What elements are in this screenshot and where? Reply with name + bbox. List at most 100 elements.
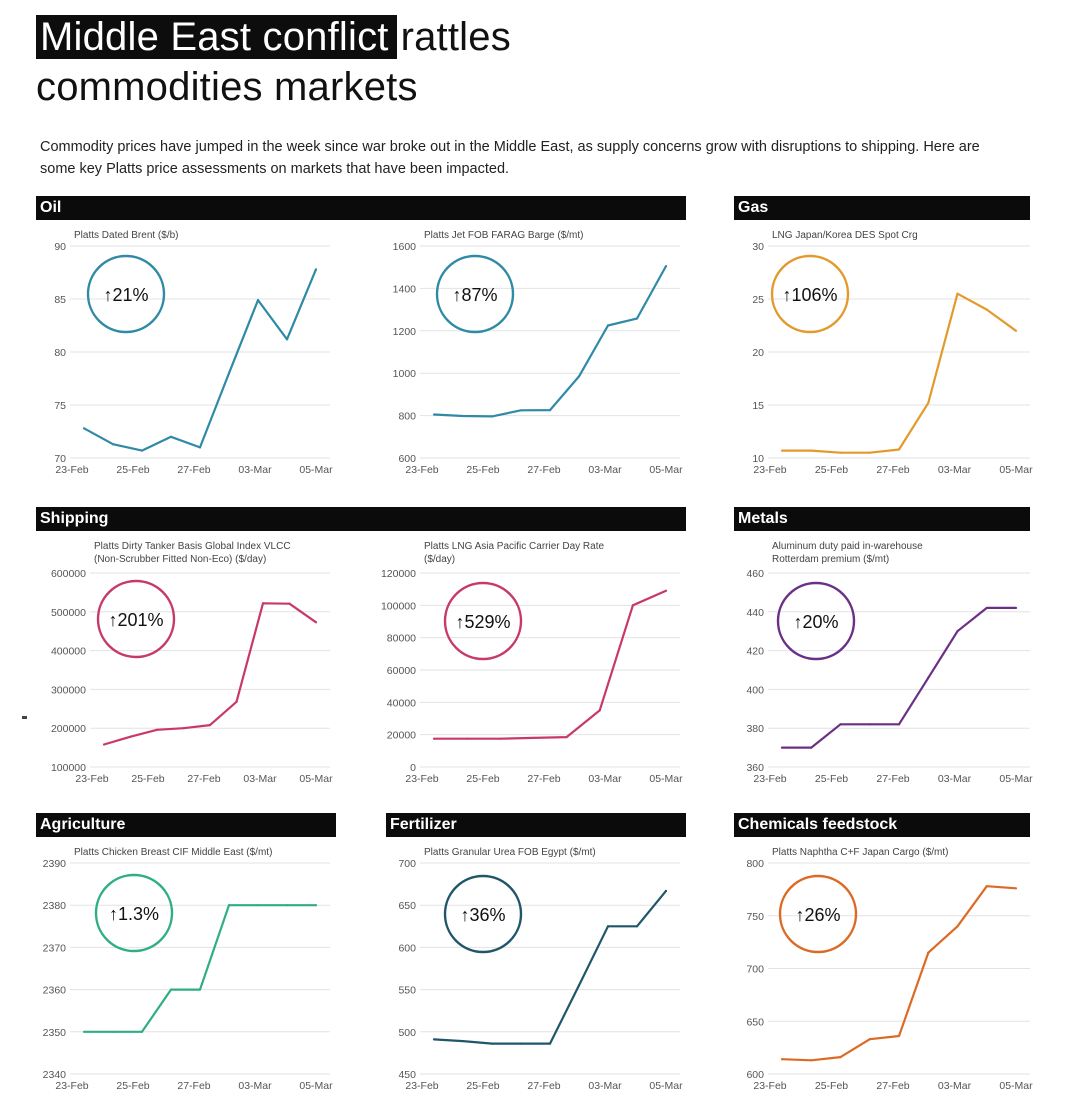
data-point	[985, 606, 988, 610]
chart-svg: Platts Chicken Breast CIF Middle East ($…	[43, 847, 333, 1092]
data-point	[499, 737, 502, 740]
x-tick-label: 03-Mar	[588, 773, 622, 785]
data-point	[635, 317, 639, 320]
data-point	[1014, 887, 1018, 890]
change-badge	[443, 581, 523, 661]
x-tick-label: 23-Feb	[753, 773, 786, 785]
chart-title: Platts Dirty Tanker Basis Global Index V…	[94, 541, 291, 552]
data-point	[927, 951, 930, 954]
data-point	[314, 621, 318, 624]
chart-title: Platts Dated Brent ($/b)	[74, 230, 179, 241]
x-tick-label: 25-Feb	[815, 1080, 848, 1092]
change-badge	[435, 254, 515, 334]
chart-svg: Aluminum duty paid in-warehouse Rotterdam…	[746, 541, 1033, 785]
y-tick-label: 15	[752, 400, 764, 412]
y-tick-label: 2340	[43, 1069, 67, 1081]
chart-svg: Platts Dated Brent ($/b) 70 75 80 85 90 23-Feb…	[54, 230, 333, 476]
x-tick-label: 05-Mar	[649, 773, 683, 785]
chart-title: Platts LNG Asia Pacific Carrier Day Rate	[424, 541, 604, 552]
change-badge	[94, 873, 174, 953]
x-tick-label: 27-Feb	[527, 773, 560, 785]
x-tick-label: 05-Mar	[299, 1080, 333, 1092]
chart-lng: LNG Japan/Korea DES Spot Crg 10 15 20 25 30 23…	[712, 226, 1042, 476]
data-point	[490, 415, 494, 418]
data-point	[606, 324, 610, 327]
y-tick-label: 500	[398, 1027, 416, 1039]
data-point	[432, 413, 436, 416]
data-point	[810, 449, 813, 452]
data-point	[261, 602, 265, 605]
y-tick-label: 200000	[51, 723, 86, 735]
y-tick-label: 2370	[43, 942, 67, 954]
chart-svg: Platts Dirty Tanker Basis Global Index V…	[51, 541, 333, 785]
x-tick-label: 05-Mar	[299, 773, 333, 785]
data-point	[285, 338, 289, 341]
x-tick-label: 03-Mar	[938, 464, 972, 476]
x-tick-label: 05-Mar	[999, 1080, 1033, 1092]
y-tick-label: 550	[398, 985, 416, 997]
y-tick-label: 2360	[43, 985, 67, 997]
y-tick-label: 10	[752, 453, 764, 465]
data-point	[780, 449, 784, 452]
data-point	[810, 746, 813, 749]
data-point	[111, 443, 115, 446]
data-point	[227, 372, 231, 375]
data-point	[868, 1038, 871, 1041]
y-tick-label: 85	[54, 294, 66, 306]
y-tick-label: 120000	[381, 568, 416, 580]
data-point	[868, 723, 871, 726]
x-tick-label: 27-Feb	[876, 464, 909, 476]
change-label: ↑529%	[455, 612, 510, 632]
chart-jet: Platts Jet FOB FARAG Barge ($/mt) 600 800 1…	[365, 226, 695, 476]
x-tick-label: 25-Feb	[815, 464, 848, 476]
data-point	[461, 1039, 465, 1043]
data-point	[548, 1042, 552, 1045]
y-tick-label: 400000	[51, 646, 86, 658]
x-tick-label: 05-Mar	[299, 464, 333, 476]
chart-title: Platts Granular Urea FOB Egypt ($/mt)	[424, 847, 596, 858]
y-tick-label: 40000	[387, 697, 416, 709]
y-tick-label: 600	[746, 1069, 764, 1081]
y-tick-label: 600	[398, 453, 416, 465]
data-point	[288, 602, 291, 605]
data-point	[927, 401, 930, 404]
change-label: ↑26%	[795, 905, 840, 925]
y-tick-label: 380	[746, 723, 764, 735]
x-tick-label: 23-Feb	[55, 1080, 88, 1092]
data-point	[256, 904, 260, 907]
data-point	[490, 1042, 494, 1045]
y-tick-label: 30	[752, 241, 764, 253]
y-tick-label: 100000	[51, 762, 86, 774]
data-point	[606, 925, 610, 928]
data-point	[897, 448, 901, 451]
y-tick-label: 600	[398, 942, 416, 954]
chart-svg: Platts Granular Urea FOB Egypt ($/mt) 450…	[398, 847, 683, 1092]
chart-title-line2: (Non-Scrubber Fitted Non-Eco) ($/day)	[94, 554, 266, 565]
data-point	[82, 1030, 86, 1033]
data-point	[169, 435, 173, 438]
data-point	[1014, 606, 1018, 610]
data-point	[314, 268, 318, 271]
data-point	[956, 925, 959, 928]
y-tick-label: 600000	[51, 568, 86, 580]
chart-chicken: Platts Chicken Breast CIF Middle East ($…	[15, 843, 345, 1093]
change-label: ↑21%	[103, 285, 148, 305]
x-tick-label: 03-Mar	[938, 1080, 972, 1092]
chart-brent: Platts Dated Brent ($/b) 70 75 80 85 90 23-Feb…	[15, 226, 345, 476]
y-tick-label: 90	[54, 241, 66, 253]
chart-title-line2: ($/day)	[424, 554, 455, 565]
y-tick-label: 60000	[387, 665, 416, 677]
data-point	[664, 265, 668, 268]
data-point	[780, 746, 784, 749]
headline-line2: commodities markets	[36, 65, 418, 109]
series-line	[782, 292, 1017, 454]
x-tick-label: 03-Mar	[938, 773, 972, 785]
chart-svg: Platts Naphtha C+F Japan Cargo ($/mt) 600…	[746, 847, 1033, 1092]
y-tick-label: 75	[54, 400, 66, 412]
x-tick-label: 25-Feb	[116, 1080, 149, 1092]
x-tick-label: 25-Feb	[116, 464, 149, 476]
section-shipping: Shipping	[36, 507, 686, 531]
x-tick-label: 27-Feb	[187, 773, 220, 785]
x-tick-label: 03-Mar	[588, 464, 622, 476]
section-agriculture: Agriculture	[36, 813, 336, 837]
